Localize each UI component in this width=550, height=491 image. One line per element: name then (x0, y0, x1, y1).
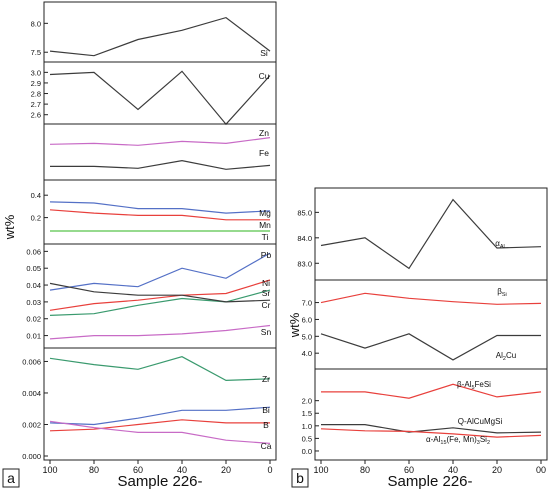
x-tick-label: 40 (177, 465, 187, 475)
series-label-sr: Sr (262, 288, 271, 298)
series-label-si: βSi (497, 287, 507, 298)
series-line-pb (49, 252, 271, 291)
y-tick-label: 2.0 (302, 397, 312, 406)
series-label-cu: Cu (259, 71, 270, 81)
y-tick-label: 83.0 (297, 259, 312, 268)
y-tick-label: 0.5 (302, 434, 312, 443)
y-tick-label: 0.000 (22, 452, 41, 461)
series-line-zr (49, 356, 271, 382)
panel-b-y-axis-label: wt% (287, 312, 302, 338)
panel-a-x-axis-label: Sample 226- (117, 473, 202, 490)
series-label-zr: Zr (262, 374, 270, 384)
series-line-al5fesi (321, 383, 542, 399)
x-tick-label: 80 (89, 465, 99, 475)
y-tick-label: 1.5 (302, 409, 312, 418)
y-tick-label: 2.6 (31, 111, 41, 120)
x-tick-label: 60 (404, 465, 414, 475)
x-tick-label: 80 (360, 465, 370, 475)
series-label-zn: Zn (259, 128, 269, 138)
series-label-al: αAl (495, 239, 505, 250)
y-tick-label: 84.0 (297, 234, 312, 243)
y-tick-label: 2.8 (31, 90, 41, 99)
y-tick-label: 3.0 (31, 68, 41, 77)
series-line-bi (49, 406, 271, 426)
series-label-mg: Mg (259, 208, 271, 218)
panel-a-frame (43, 1, 277, 461)
chart-marks: 100 80 60 40 20 0 7.5 8.0 Si 2.6 2.72.8 2.9 3.0 Cu Zn F… (22, 16, 547, 475)
y-tick-label: 0.01 (26, 332, 41, 341)
y-tick-label: 0.002 (22, 420, 41, 429)
panel-b-x-axis-label: Sample 226- (387, 473, 472, 490)
y-tick-label: 6.0 (302, 315, 312, 324)
series-label-sn: Sn (261, 327, 272, 337)
series-line-ca (49, 420, 271, 444)
series-line-si (49, 16, 271, 57)
series-line-sn (49, 324, 271, 340)
y-tick-label: 7.0 (302, 299, 312, 308)
series-line-b (49, 419, 270, 432)
series-label-mn: Mn (259, 220, 271, 230)
y-tick-label: 0.04 (26, 281, 41, 290)
y-tick-label: 85.0 (297, 208, 312, 217)
series-label-al2cu: Al2Cu (496, 351, 516, 362)
y-tick-label: 4.0 (302, 349, 312, 358)
series-line-cu (49, 70, 271, 126)
y-tick-label: 2.9 (31, 79, 41, 88)
panel-b-letter: b (296, 470, 304, 486)
y-tick-label: 0.05 (26, 264, 41, 273)
series-label-ti: Ti (262, 232, 269, 242)
series-label-fe: Fe (259, 148, 269, 158)
x-tick-label: 20 (221, 465, 231, 475)
y-tick-label: 0.06 (26, 247, 41, 256)
series-line-mg (49, 201, 271, 214)
y-tick-label: 0.006 (22, 357, 41, 366)
x-tick-label: 00 (536, 465, 546, 475)
series-line-si (320, 292, 542, 305)
series-label-si: Si (260, 48, 268, 58)
panel-b-letter-box (291, 468, 309, 488)
y-tick-label: 0.4 (31, 191, 41, 200)
x-tick-label: 60 (133, 465, 143, 475)
y-tick-label: 0.004 (22, 389, 41, 398)
series-line-al2cu (320, 333, 541, 361)
series-label-ni: Ni (262, 278, 270, 288)
x-tick-label: 20 (492, 465, 502, 475)
y-tick-label: 0.02 (26, 315, 41, 324)
series-label-ca: Ca (261, 441, 272, 451)
series-label-bi: Bi (262, 405, 270, 415)
series-line-q-alcumgsi (321, 424, 542, 434)
series-label-pb: Pb (261, 250, 272, 260)
y-tick-label: 2.7 (31, 100, 41, 109)
series-label-al5fesi: β-Al5FeSi (457, 380, 491, 391)
series-label-al15-fe-mn-3si2: α-Al15(Fe, Mn)3Si2 (426, 435, 490, 446)
series-line-al15-fe-mn-3si2 (320, 428, 542, 438)
series-label-q-alcumgsi: Q-AlCuMgSi (458, 417, 503, 426)
panel-b-frame (314, 187, 548, 461)
series-line-mn (49, 209, 270, 221)
x-tick-label: 100 (313, 465, 328, 475)
series-line-al (320, 198, 542, 270)
y-tick-label: 7.5 (31, 48, 41, 57)
series-line-zn (49, 137, 271, 146)
panel-a-letter-box (2, 468, 20, 488)
series-line-sr (49, 289, 271, 316)
series-line-cr (49, 282, 271, 303)
y-tick-label: 0.03 (26, 298, 41, 307)
series-label-cr: Cr (262, 300, 271, 310)
y-tick-label: 8.0 (31, 19, 41, 28)
y-tick-label: 1.0 (302, 422, 312, 431)
series-line-fe (50, 159, 271, 170)
x-tick-label: 100 (42, 465, 57, 475)
y-tick-label: 5.0 (302, 332, 312, 341)
y-tick-label: 0.0 (302, 447, 312, 456)
y-tick-label: 0.2 (31, 214, 41, 223)
series-label-b: B (263, 420, 269, 430)
panel-a-letter: a (7, 470, 15, 486)
series-line-ni (49, 279, 271, 311)
x-tick-label: 0 (267, 465, 272, 475)
x-tick-label: 40 (448, 465, 458, 475)
panel-a-y-axis-label: wt% (2, 214, 17, 240)
